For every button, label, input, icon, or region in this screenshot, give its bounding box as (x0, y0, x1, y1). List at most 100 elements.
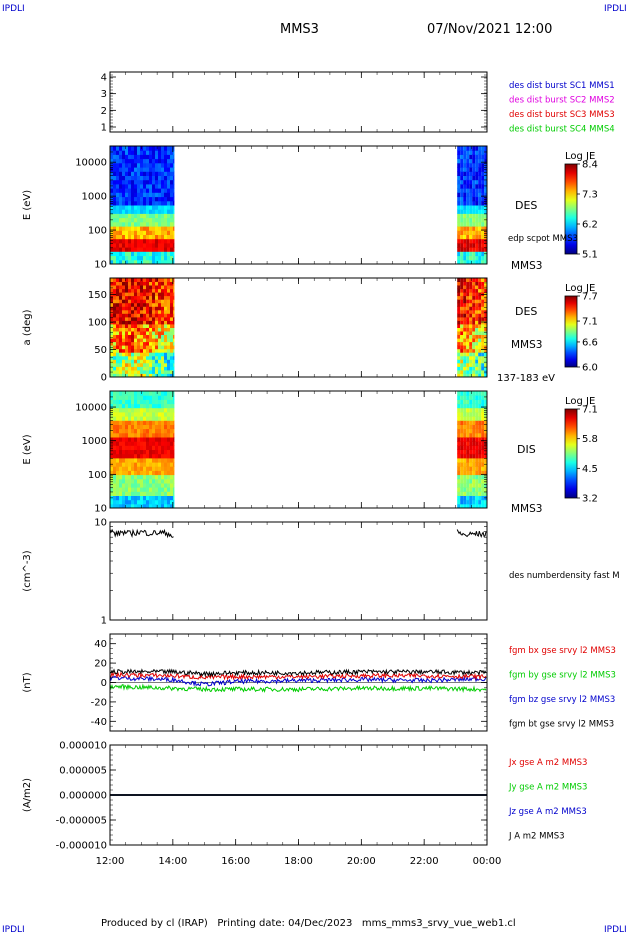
dis-energy-cell (134, 432, 137, 438)
des-energy-cell (146, 230, 149, 235)
fgm-panel-ytick-label: -40 (91, 717, 107, 728)
des-pitch-cell (478, 331, 482, 335)
dis-energy-cell (155, 420, 158, 425)
dis-energy-cell (143, 437, 146, 442)
des-pitch-cell (122, 369, 125, 374)
dis-energy-cell (134, 420, 137, 425)
des-pitch-cell (460, 278, 464, 282)
dis-energy-cell (472, 462, 476, 467)
des-energy-cell (475, 200, 479, 206)
des-energy-cell (167, 238, 170, 244)
dis-energy-cell (170, 491, 173, 496)
des-pitch-cell (484, 324, 487, 328)
des-energy-cell (116, 205, 119, 210)
des-pitch-cell (173, 327, 175, 332)
des-energy-cell (149, 209, 152, 214)
des-energy-cell (466, 183, 470, 189)
des-energy-cell (466, 171, 470, 176)
dis-energy-cell (475, 470, 479, 476)
des-energy-cell (131, 255, 134, 261)
des-pitch-cell (116, 316, 119, 321)
des-pitch-cell (475, 355, 479, 360)
des-energy-cell (173, 196, 175, 202)
dis-energy-cell (155, 403, 158, 409)
des-energy-cell (466, 230, 470, 235)
des-energy-cell (134, 183, 137, 189)
des-pitch-cell (457, 302, 461, 307)
dis-energy-cell (119, 391, 122, 396)
dis-energy-cell (155, 411, 158, 417)
dis-energy-cell (158, 407, 161, 413)
des-energy-cell (481, 209, 485, 214)
dis-energy-cell (134, 407, 137, 413)
des-pitch-cell (460, 373, 464, 378)
des-pitch-cell (167, 306, 170, 311)
des-energy-cell (164, 192, 167, 198)
des-energy-cell (463, 205, 467, 210)
dis-energy-cell (164, 462, 167, 467)
des-energy-cell (164, 196, 167, 202)
des-energy-cell (484, 171, 487, 176)
des-pitch-cell (460, 292, 464, 297)
dis-energy-cell (158, 487, 161, 492)
dis-energy-cell (143, 403, 146, 409)
dis-energy-cell (481, 462, 485, 467)
des-pitch-cell (478, 355, 482, 360)
des-energy-cell (161, 200, 164, 206)
dis-energy-cell (164, 445, 167, 450)
des-pitch-cell (140, 302, 143, 307)
des-energy-cell (149, 196, 152, 202)
des-energy-cell (152, 183, 155, 189)
des-energy-cell (457, 242, 461, 248)
des-energy-cell (466, 179, 470, 185)
dis-energy-cell (152, 482, 155, 488)
des-energy-cell (134, 192, 137, 198)
des-energy-cell (481, 217, 485, 223)
dis-energy-cell (149, 491, 152, 496)
des-pitch-cell (137, 369, 140, 374)
dis-energy-cell (119, 432, 122, 438)
des-pitch-cell (110, 352, 113, 357)
dis-energy-cell (155, 441, 158, 446)
des-pitch-cell (116, 327, 119, 332)
des-pitch-cell (125, 373, 128, 378)
des-pitch-cell (122, 292, 125, 297)
des-pitch-cell (128, 320, 131, 325)
des-pitch-cell (478, 352, 482, 357)
des-energy-cell (128, 150, 131, 155)
dis-energy-cell (134, 499, 137, 505)
des-energy-cell (481, 179, 485, 185)
dis-energy-cell (167, 466, 170, 471)
dis-energy-cell (466, 466, 470, 471)
des-pitch-cell (460, 327, 464, 332)
des-energy-cell (128, 209, 131, 214)
des-pitch-cell (167, 366, 170, 371)
des-pitch-cell (137, 285, 140, 290)
des-energy-cell (484, 209, 487, 214)
dis-energy-colorbar-label: Log JE (565, 396, 595, 407)
des-energy-cell (137, 221, 140, 227)
dis-energy-cell (110, 395, 113, 400)
des-pitch-cell (469, 345, 473, 350)
des-pitch-cell (484, 341, 487, 346)
dis-energy-cell (143, 445, 146, 450)
dis-energy-cell (475, 453, 479, 459)
dis-energy-cell (131, 482, 134, 488)
dis-energy-cell (122, 437, 125, 442)
dis-energy-cell (478, 462, 482, 467)
dis-energy-cell (116, 411, 119, 417)
des-energy-cell (152, 146, 155, 151)
dis-energy-cell (158, 449, 161, 455)
des-energy-cell (152, 238, 155, 244)
des-pitch-colorbar-tick-label: 7.7 (582, 292, 598, 303)
des-energy-cell (140, 221, 143, 227)
dis-energy-cell (149, 441, 152, 446)
burst-legend-entry: des dist burst SC4 MMS4 (509, 125, 615, 135)
des-pitch-cell (475, 334, 479, 339)
dis-energy-cell (146, 432, 149, 438)
des-pitch-cell (137, 359, 140, 364)
des-energy-cell (460, 226, 464, 231)
des-energy-cell (125, 171, 128, 176)
dis-energy-cell (122, 441, 125, 446)
dis-energy-cell (122, 399, 125, 405)
